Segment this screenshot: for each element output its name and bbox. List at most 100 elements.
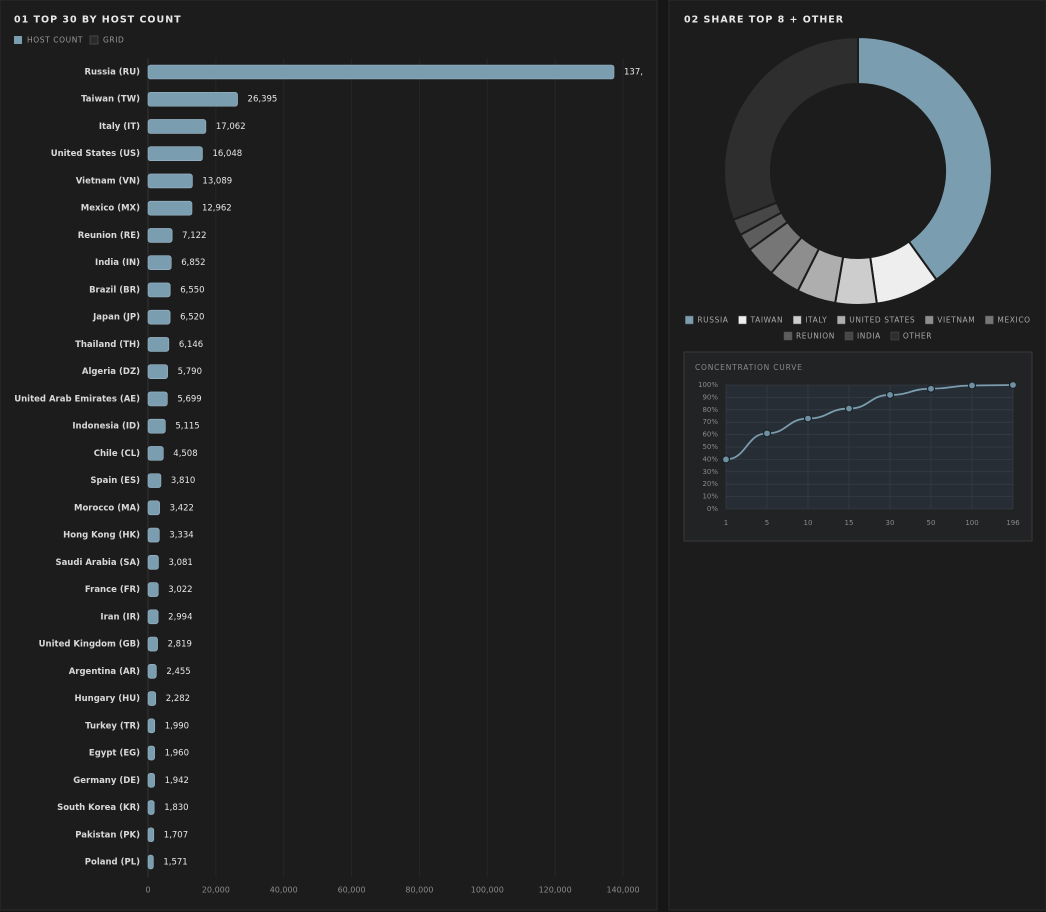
x-tick-label: 5 <box>765 519 769 527</box>
value-label: 6,520 <box>180 313 204 323</box>
x-tick-label: 100,000 <box>471 886 504 895</box>
bar <box>147 664 157 679</box>
bar <box>147 337 170 352</box>
value-label: 5,790 <box>178 367 202 377</box>
legend-label: TAIWAN <box>749 316 783 325</box>
bar <box>147 173 193 189</box>
y-tick-label: Brazil (BR) <box>89 285 140 295</box>
y-tick-label: Japan (JP) <box>92 313 140 323</box>
y-tick-label: 30% <box>702 468 718 476</box>
pie-slice <box>857 35 993 282</box>
y-tick-label: Turkey (TR) <box>85 721 140 731</box>
x-tick-label: 30 <box>886 519 895 527</box>
bar <box>147 854 154 870</box>
x-tick-label: 40,000 <box>270 886 298 895</box>
bars: 137,350 26,395 17,062 16,048 13,089 12,962 7,1… <box>147 64 643 870</box>
y-tick-label: Saudi Arabia (SA) <box>55 558 140 568</box>
y-tick-label: 0% <box>707 505 718 513</box>
bar <box>147 527 160 543</box>
y-tick-label: Poland (PL) <box>85 858 140 868</box>
bar <box>147 555 159 570</box>
legend-swatch <box>844 331 854 341</box>
bar <box>147 391 168 407</box>
y-tick-label: Russia (RU) <box>84 68 140 78</box>
legend-row: REUNION INDIA OTHER <box>783 331 931 341</box>
value-label: 16,048 <box>212 149 242 159</box>
x-tick-label: 20,000 <box>202 886 230 895</box>
value-label: 3,422 <box>170 503 194 513</box>
point <box>926 384 936 393</box>
legend-swatch <box>685 315 694 325</box>
y-tick-label: Argentina (AR) <box>69 667 140 677</box>
legend-row: RUSSIA TAIWAN ITALY UNITED STATES VIETNAM MEX… <box>685 316 1030 325</box>
y-tick-label: 10% <box>702 493 718 501</box>
bar <box>147 582 159 597</box>
y-tick-label: France (FR) <box>85 585 140 595</box>
legend-label: MEXICO <box>997 316 1030 325</box>
bar <box>147 500 160 516</box>
y-tick-label: Thailand (TH) <box>75 340 140 350</box>
legend-swatch <box>89 35 99 45</box>
bar <box>147 827 155 843</box>
x-tick-label: 60,000 <box>338 886 366 895</box>
value-label: 12,962 <box>202 204 232 214</box>
y-tick-label: Reunion (RE) <box>78 231 140 241</box>
legend-label: RUSSIA <box>697 316 728 325</box>
y-tick-label: South Korea (KR) <box>57 803 140 813</box>
x-tick-label: 10 <box>804 519 813 527</box>
value-label: 1,571 <box>163 858 187 868</box>
x-tick-label: 120,000 <box>539 886 572 895</box>
bar <box>147 119 207 134</box>
bar <box>147 745 155 761</box>
legend-label: HOST COUNT <box>27 36 83 45</box>
legend-label: REUNION <box>796 332 835 341</box>
value-label: 26,395 <box>248 95 278 105</box>
y-tick-label: 50% <box>702 443 718 451</box>
pie-slice <box>723 35 859 221</box>
value-label: 6,550 <box>180 285 204 295</box>
value-label: 1,830 <box>164 803 188 813</box>
value-label: 6,852 <box>181 258 205 268</box>
legend-swatch <box>890 331 900 341</box>
bar <box>147 309 171 325</box>
value-label: 2,455 <box>166 667 190 677</box>
bar <box>147 636 158 652</box>
bar <box>147 64 615 80</box>
y-tick-label: Hong Kong (HK) <box>63 531 140 541</box>
legend-swatch <box>14 36 22 44</box>
y-tick-label: Pakistan (PK) <box>75 830 140 840</box>
value-label: 5,115 <box>175 422 199 432</box>
x-tick-label: 80,000 <box>405 886 433 895</box>
y-tick-label: Taiwan (TW) <box>81 95 140 105</box>
legend-label: VIETNAM <box>937 316 975 325</box>
bar <box>147 255 172 270</box>
bar <box>147 91 238 107</box>
value-label: 1,942 <box>165 776 189 786</box>
bar <box>147 772 155 788</box>
y-tick-label: United Kingdom (GB) <box>39 640 140 650</box>
bar <box>147 609 159 625</box>
bar <box>147 282 171 298</box>
y-tick-label: 90% <box>702 393 718 401</box>
value-label: 2,282 <box>166 694 190 704</box>
legend-label: ITALY <box>805 316 827 325</box>
y-tick-label: Spain (ES) <box>90 476 140 486</box>
x-tick-label: 100 <box>965 519 978 527</box>
y-tick-label: India (IN) <box>95 258 140 268</box>
value-label: 1,707 <box>164 830 188 840</box>
y-tick-label: Algeria (DZ) <box>82 367 140 377</box>
value-label: 1,960 <box>165 749 189 759</box>
bar <box>147 473 162 488</box>
value-label: 17,062 <box>216 122 246 132</box>
y-tick-label: 80% <box>702 406 718 414</box>
y-tick-label: Hungary (HU) <box>74 694 140 704</box>
y-tick-label: Egypt (EG) <box>89 749 140 759</box>
bar <box>147 800 155 815</box>
y-tick-label: 40% <box>702 455 718 463</box>
value-label: 3,081 <box>168 558 192 568</box>
legend-swatch <box>837 315 846 325</box>
x-tick-label: 0 <box>145 886 150 895</box>
chart-title: CONCENTRATION CURVE <box>695 363 803 372</box>
